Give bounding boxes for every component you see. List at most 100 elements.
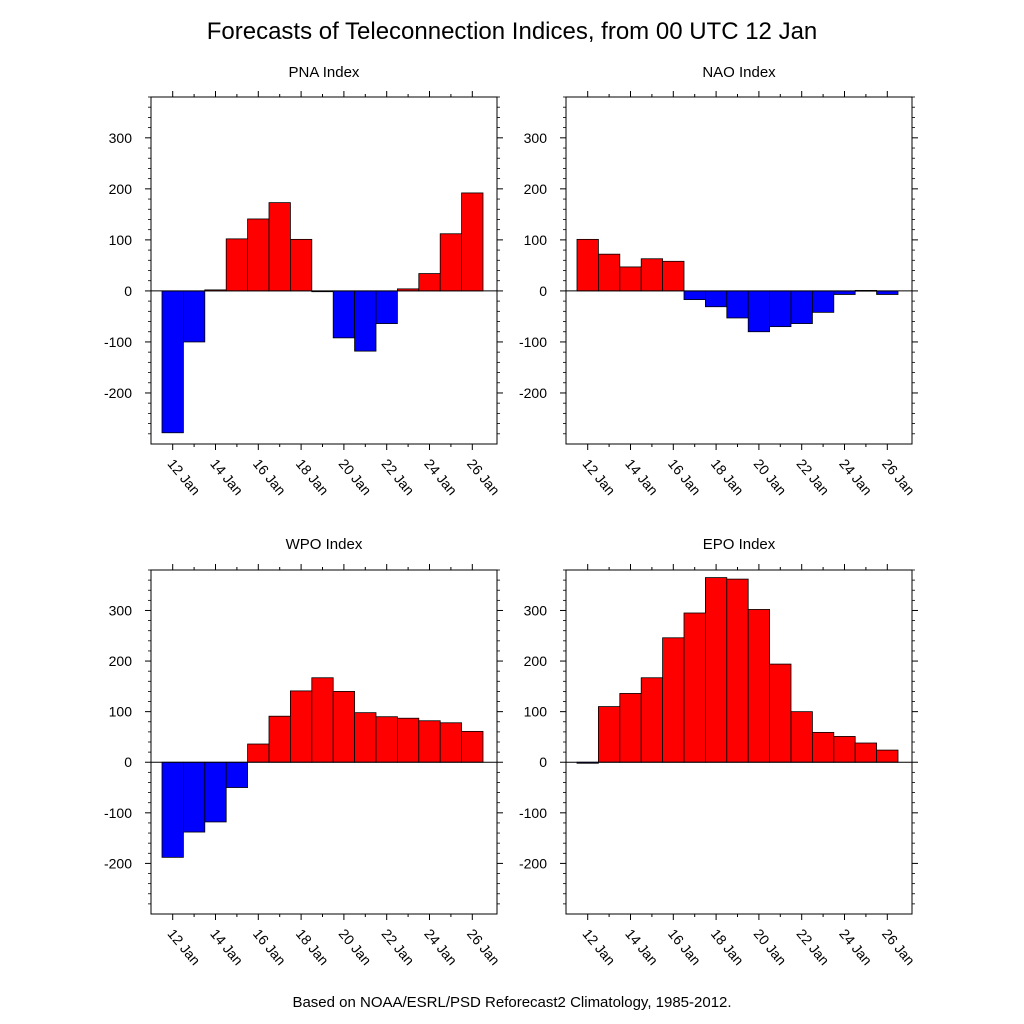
bar-22-jan xyxy=(375,716,398,763)
y-tick-label: -200 xyxy=(519,385,547,401)
bar-16-jan xyxy=(247,743,270,763)
bar-24-jan xyxy=(833,290,856,295)
figure-footer: Based on NOAA/ESRL/PSD Reforecast2 Clima… xyxy=(292,994,732,1011)
bar-17-jan xyxy=(683,290,706,300)
bar-13-jan xyxy=(182,761,206,833)
bar-23-jan xyxy=(396,717,420,763)
bar-23-jan xyxy=(812,731,835,763)
x-tick-label: 24 Jan xyxy=(421,456,460,498)
bar-13-jan xyxy=(598,253,621,292)
bar-12-jan xyxy=(161,761,184,858)
y-tick-label: 100 xyxy=(524,232,548,248)
bar-19-jan xyxy=(311,677,334,763)
y-tick-label: -100 xyxy=(519,805,547,821)
x-tick-label: 24 Jan xyxy=(836,926,875,968)
y-tick-label: -100 xyxy=(104,805,132,821)
y-tick-label: -100 xyxy=(104,334,132,350)
y-tick-label: -100 xyxy=(519,334,547,350)
x-tick-label: 12 Jan xyxy=(164,456,203,498)
y-tick-label: 0 xyxy=(539,283,547,299)
bar-22-jan xyxy=(790,711,813,763)
bar-26-jan xyxy=(876,749,899,763)
bar-24-jan xyxy=(418,273,441,292)
x-tick-label: 16 Jan xyxy=(665,926,704,968)
x-tick-label: 18 Jan xyxy=(708,456,747,498)
y-tick-label: 200 xyxy=(524,653,548,669)
bar-17-jan xyxy=(268,715,291,763)
y-tick-label: 100 xyxy=(109,232,133,248)
x-tick-label: 20 Jan xyxy=(336,926,375,968)
figure-title: Forecasts of Teleconnection Indices, fro… xyxy=(206,18,818,45)
x-tick-label: 22 Jan xyxy=(378,456,417,498)
x-tick-label: 12 Jan xyxy=(579,456,618,498)
chart-title: PNA Index xyxy=(289,64,360,81)
y-tick-label: 200 xyxy=(524,181,548,197)
x-tick-label: 16 Jan xyxy=(250,456,289,498)
chart-title: EPO Index xyxy=(703,536,776,553)
y-tick-label: 0 xyxy=(124,283,132,299)
bar-14-jan xyxy=(204,761,227,823)
bar-12-jan xyxy=(576,238,599,292)
bar-14-jan xyxy=(619,266,642,292)
chart-title: NAO Index xyxy=(702,64,776,81)
bar-14-jan xyxy=(619,693,642,763)
bar-15-jan xyxy=(640,677,664,763)
bar-25-jan xyxy=(854,742,878,763)
x-tick-label: 16 Jan xyxy=(665,456,704,498)
x-tick-label: 18 Jan xyxy=(293,926,332,968)
bar-21-jan xyxy=(354,712,377,763)
bar-20-jan xyxy=(747,290,771,333)
y-tick-label: 300 xyxy=(109,130,133,146)
y-tick-label: -200 xyxy=(519,855,547,871)
bar-17-jan xyxy=(268,202,291,292)
x-tick-label: 20 Jan xyxy=(336,456,375,498)
bar-20-jan xyxy=(332,290,356,339)
chart-title: WPO Index xyxy=(286,536,363,553)
bar-16-jan xyxy=(247,218,270,292)
y-tick-label: 100 xyxy=(524,704,548,720)
y-tick-label: -200 xyxy=(104,385,132,401)
bar-18-jan xyxy=(289,238,313,292)
bar-23-jan xyxy=(812,290,835,313)
x-tick-label: 12 Jan xyxy=(164,926,203,968)
bar-15-jan xyxy=(640,258,664,292)
y-tick-label: 200 xyxy=(109,653,133,669)
y-tick-label: 300 xyxy=(524,130,548,146)
bar-26-jan xyxy=(876,290,899,295)
x-tick-label: 12 Jan xyxy=(579,926,618,968)
x-tick-label: 14 Jan xyxy=(207,926,246,968)
x-tick-label: 16 Jan xyxy=(250,926,289,968)
bar-25-jan xyxy=(439,233,463,292)
x-tick-label: 18 Jan xyxy=(293,456,332,498)
x-tick-label: 20 Jan xyxy=(751,926,790,968)
bar-22-jan xyxy=(790,290,813,324)
bar-18-jan xyxy=(705,577,728,763)
bar-18-jan xyxy=(705,290,728,308)
x-tick-label: 22 Jan xyxy=(793,926,832,968)
x-tick-label: 18 Jan xyxy=(708,926,747,968)
bar-13-jan xyxy=(598,706,621,763)
x-tick-label: 26 Jan xyxy=(879,926,918,968)
bar-12-jan xyxy=(161,290,184,434)
y-tick-label: 0 xyxy=(124,754,132,770)
bar-19-jan xyxy=(726,578,749,763)
x-tick-label: 14 Jan xyxy=(207,456,246,498)
bar-18-jan xyxy=(289,690,313,763)
bar-26-jan xyxy=(461,730,484,763)
bar-13-jan xyxy=(182,290,206,343)
bar-21-jan xyxy=(769,290,792,328)
x-tick-label: 26 Jan xyxy=(464,926,503,968)
bar-21-jan xyxy=(769,663,792,763)
bar-19-jan xyxy=(726,290,749,319)
x-tick-label: 26 Jan xyxy=(879,456,918,498)
bar-16-jan xyxy=(662,260,685,292)
bar-22-jan xyxy=(375,290,398,324)
bar-15-jan xyxy=(225,761,248,788)
x-tick-label: 24 Jan xyxy=(421,926,460,968)
x-tick-label: 22 Jan xyxy=(378,926,417,968)
